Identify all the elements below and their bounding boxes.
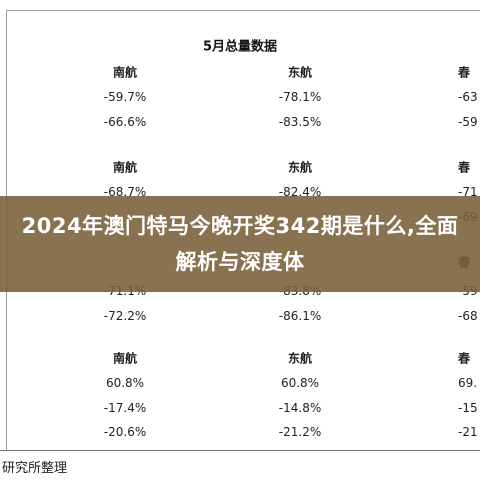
table-cell: 60.8% — [280, 376, 320, 390]
table-cell: -15 — [458, 400, 478, 415]
banner-text: 2024年澳门特马今晚开奖342期是什么,全面解析与深度体 — [21, 214, 459, 274]
column-header: 东航 — [287, 351, 313, 366]
column-header: 南航 — [112, 351, 138, 366]
table-cell: -14.8% — [278, 400, 322, 415]
table-title: 5月总量数据 — [202, 39, 278, 55]
column-header: 春 — [458, 160, 471, 175]
column-header: 春 — [458, 351, 471, 366]
table-cell: -21 — [458, 425, 478, 439]
table-cell: -20.6% — [103, 425, 147, 439]
table-cell: -66.6% — [103, 114, 147, 129]
table-cell: -82.4% — [278, 185, 322, 199]
table-cell: -68 — [458, 308, 478, 323]
table-cell: -63 — [458, 90, 478, 104]
column-header: 东航 — [287, 65, 313, 80]
table-cell: -71 — [458, 185, 478, 199]
table-cell: -68.7% — [103, 185, 147, 199]
column-header: 东航 — [287, 160, 313, 175]
table-cell: -78.1% — [278, 90, 322, 104]
table-cell: -17.4% — [103, 400, 147, 415]
column-header: 南航 — [112, 160, 138, 175]
divider — [0, 450, 480, 451]
overlay-banner: 2024年澳门特马今晚开奖342期是什么,全面解析与深度体 — [0, 196, 480, 292]
table-cell: 60.8% — [105, 376, 145, 390]
table-cell: -86.1% — [278, 308, 322, 323]
table-cell: -59 — [458, 114, 478, 129]
column-header: 南航 — [112, 65, 138, 80]
table-cell: -72.2% — [103, 308, 147, 323]
table-cell: -83.5% — [278, 114, 322, 129]
table-cell: 69. — [458, 376, 478, 390]
table-cell: -59.7% — [103, 90, 147, 104]
table-cell: -21.2% — [278, 425, 322, 439]
column-header: 春 — [458, 65, 471, 80]
source-note: 研究所整理 — [2, 461, 68, 476]
